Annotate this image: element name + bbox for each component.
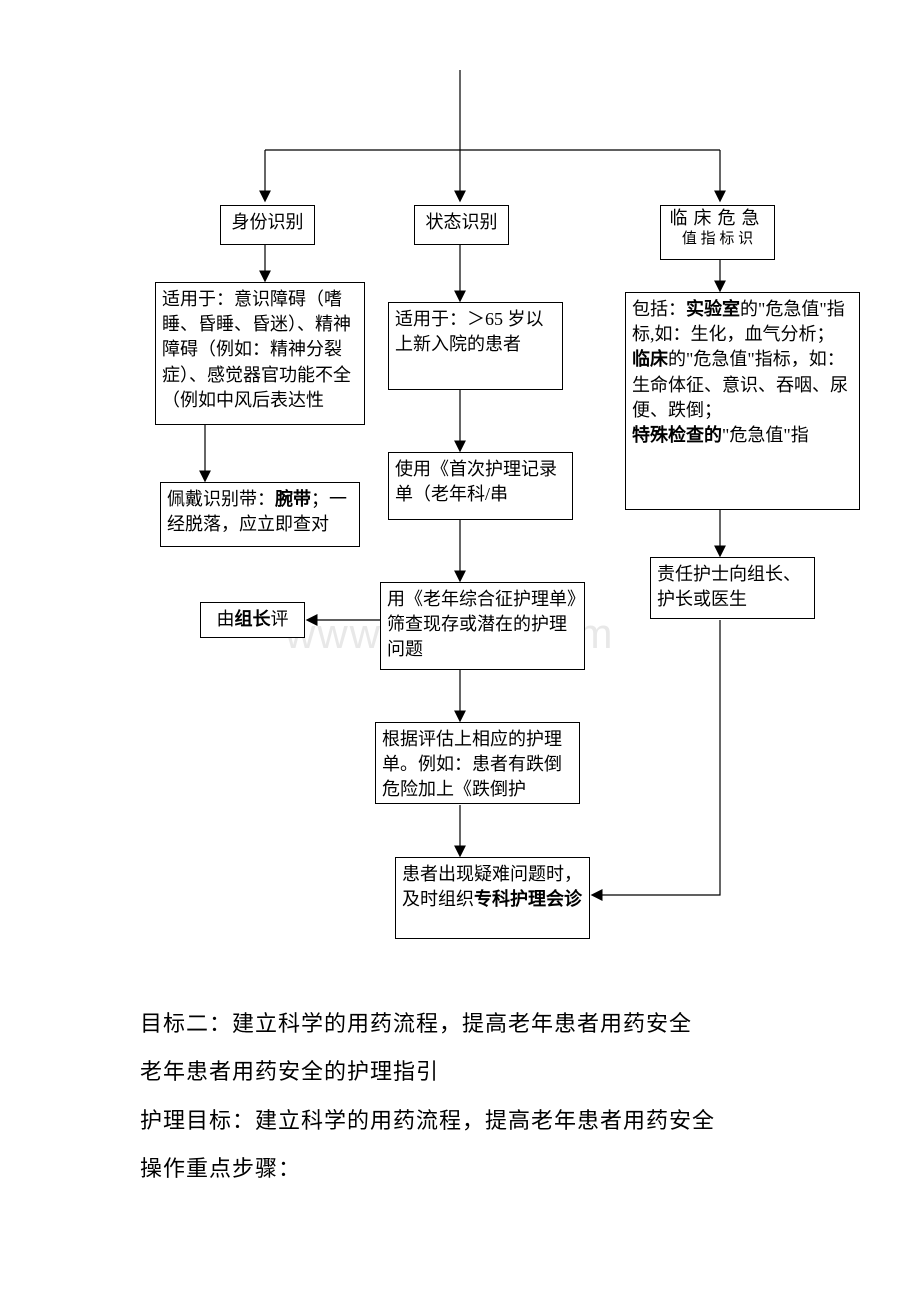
- col1-box2: 佩戴识别带：腕带；一经脱落，应立即查对: [160, 482, 360, 547]
- body-text: 目标二：建立科学的用药流程，提高老年患者用药安全 老年患者用药安全的护理指引 护…: [0, 1000, 920, 1194]
- col2-box3-text: 用《老年综合征护理单》筛查现存或潜在的护理问题: [387, 589, 576, 659]
- body-line3: 护理目标：建立科学的用药流程，提高老年患者用药安全: [140, 1097, 780, 1145]
- col3-box1-bold1: 实验室: [686, 299, 740, 319]
- col3-box1-bold3: 特殊检查的: [632, 425, 722, 445]
- body-line4: 操作重点步骤：: [140, 1145, 780, 1193]
- col1-box1-text: 适用于：意识障碍（嗜睡、昏睡、昏迷）、精神障碍（例如：精神分裂症）、感觉器官功能…: [162, 289, 351, 410]
- col2-box2-text: 使用《首次护理记录单（老年科/串: [395, 459, 557, 504]
- col2-box3: 用《老年综合征护理单》筛查现存或潜在的护理问题: [380, 582, 585, 670]
- col3-box1: 包括：实验室的"危急值"指标,如：生化，血气分析； 临床的"危急值"指标，如：生…: [625, 292, 860, 510]
- col3-box2-text: 责任护士向组长、护长或医生: [657, 564, 801, 609]
- col3-box1-suffix: "危急值"指: [722, 425, 809, 445]
- page: www.bdocx.com: [0, 0, 920, 1302]
- col3-box1-bold2: 临床: [632, 349, 668, 369]
- body-line1: 目标二：建立科学的用药流程，提高老年患者用药安全: [140, 1000, 780, 1048]
- col2-box4: 根据评估上相应的护理单。例如：患者有跌倒危险加上《跌倒护: [375, 722, 580, 804]
- col2-box2: 使用《首次护理记录单（老年科/串: [388, 452, 573, 520]
- col3-box1-prefix: 包括：: [632, 299, 686, 319]
- col1-box2-bold: 腕带: [275, 489, 311, 509]
- col3-box2: 责任护士向组长、护长或医生: [650, 557, 815, 619]
- body-line2: 老年患者用药安全的护理指引: [140, 1048, 780, 1096]
- col1-box3-prefix: 由: [217, 609, 235, 629]
- col1-box3-suffix: 评: [271, 609, 289, 629]
- col2-box1: 适用于：＞65 岁以上新入院的患者: [388, 302, 563, 390]
- col1-header: 身份识别: [220, 205, 315, 245]
- col3-header-l1: 临床危急: [667, 208, 768, 230]
- col3-header-l2: 值 指 标 识: [667, 230, 768, 248]
- col2-box5-bold: 专科护理会诊: [474, 889, 582, 909]
- col2-header: 状态识别: [414, 205, 509, 245]
- col3-header: 临床危急 值 指 标 识: [660, 205, 775, 260]
- col1-header-text: 身份识别: [232, 212, 304, 232]
- col1-box2-prefix: 佩戴识别带：: [167, 489, 275, 509]
- col1-box1: 适用于：意识障碍（嗜睡、昏睡、昏迷）、精神障碍（例如：精神分裂症）、感觉器官功能…: [155, 282, 365, 425]
- col2-box5: 患者出现疑难问题时，及时组织专科护理会诊: [395, 857, 590, 939]
- col2-box4-text: 根据评估上相应的护理单。例如：患者有跌倒危险加上《跌倒护: [382, 729, 562, 799]
- col2-header-text: 状态识别: [426, 212, 498, 232]
- col1-box3-bold: 组长: [235, 609, 271, 629]
- col2-box1-text: 适用于：＞65 岁以上新入院的患者: [395, 309, 544, 354]
- col1-box3: 由组长评: [200, 602, 305, 638]
